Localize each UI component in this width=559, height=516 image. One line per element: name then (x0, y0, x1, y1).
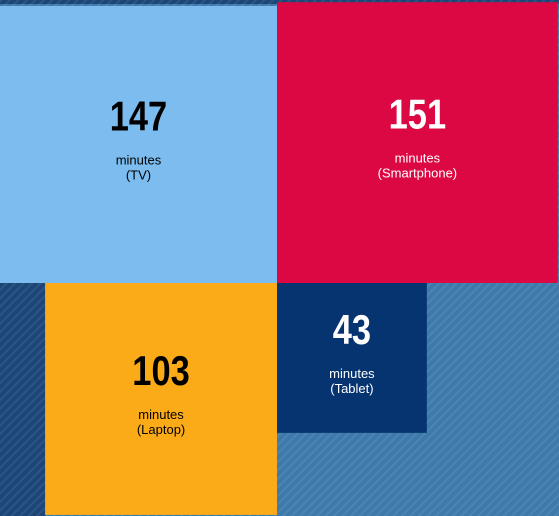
unit-label: minutes (116, 152, 162, 167)
category-label: (Smartphone) (378, 166, 457, 181)
square (45, 283, 278, 515)
value-label: 103 (132, 348, 189, 395)
category-label: (Laptop) (137, 422, 185, 437)
background-band (0, 283, 46, 516)
background-band (0, 0, 559, 4)
unit-label: minutes (138, 407, 184, 422)
value-label: 43 (333, 307, 371, 354)
value-label: 151 (389, 91, 446, 138)
category-label: (Tablet) (330, 381, 373, 396)
square (0, 5, 278, 284)
category-label: (TV) (126, 167, 151, 182)
unit-label: minutes (329, 366, 375, 381)
square (277, 283, 427, 433)
square (277, 2, 558, 283)
unit-label: minutes (395, 151, 441, 166)
value-label: 147 (110, 93, 167, 140)
